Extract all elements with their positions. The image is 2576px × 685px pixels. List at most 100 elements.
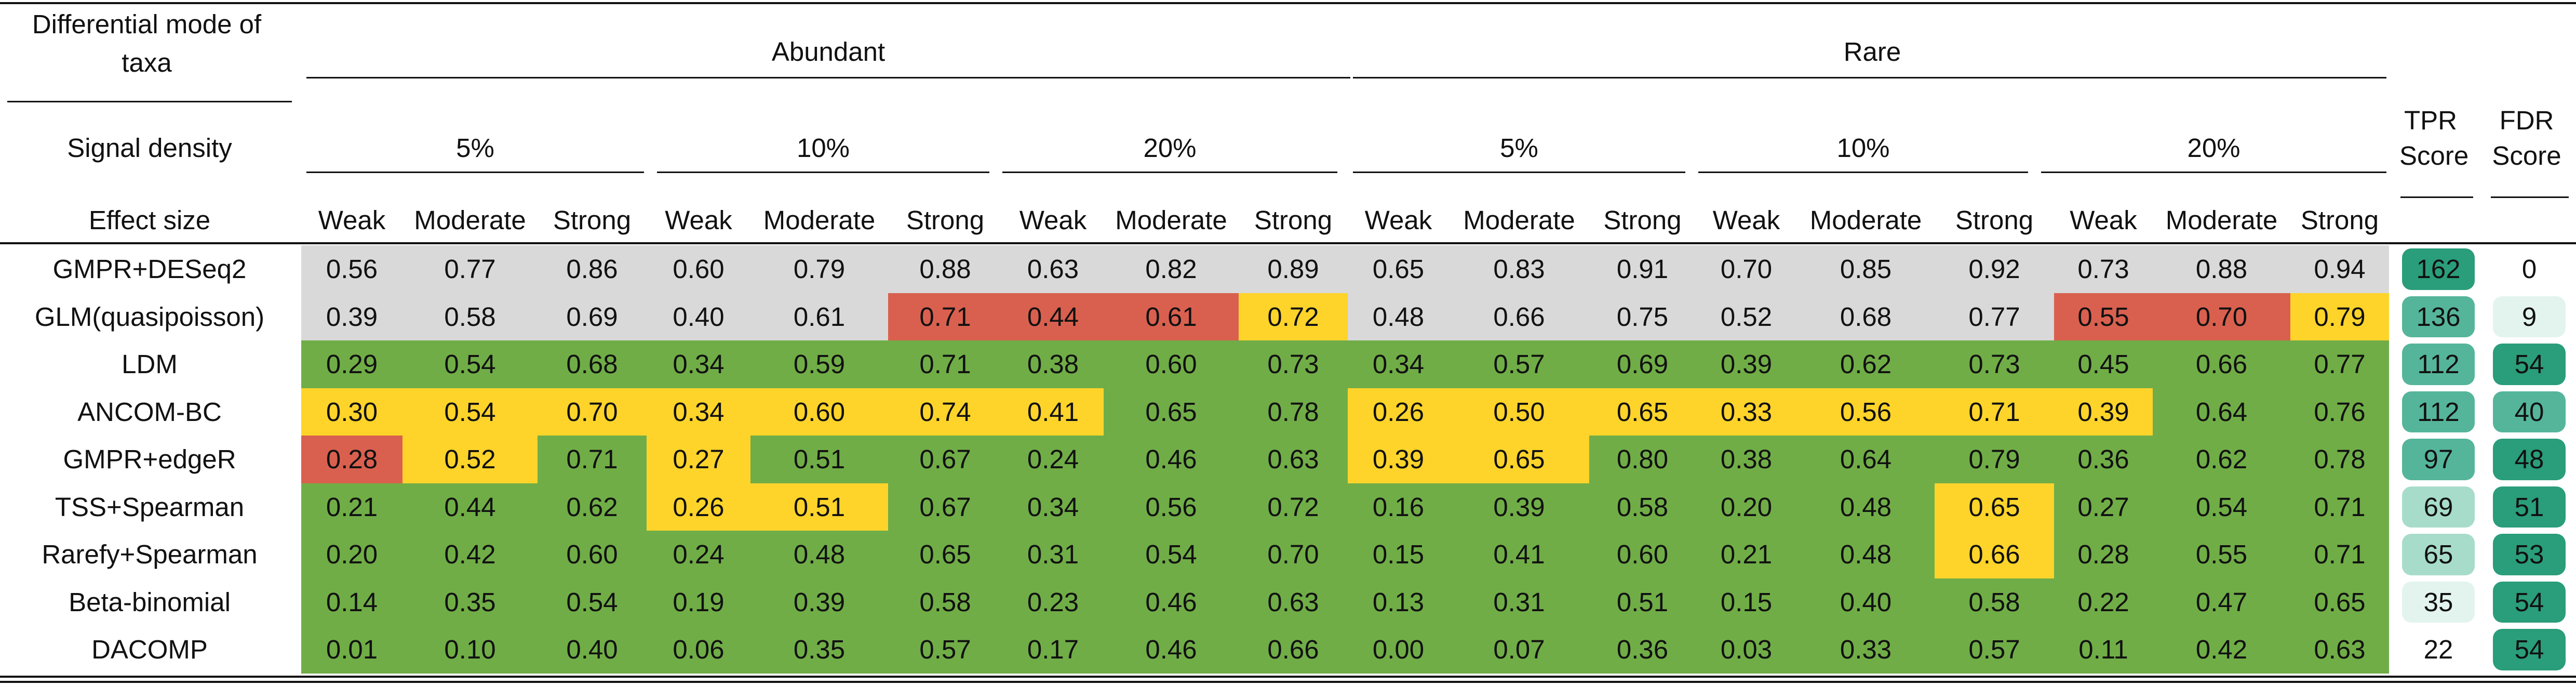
table-cell: 0.72: [1239, 293, 1348, 340]
table-cell: 0.77: [2290, 340, 2389, 388]
table-cell: 0.72: [1239, 483, 1348, 531]
table-cell: 0.61: [750, 293, 888, 340]
method-name: GMPR+DESeq2: [52, 254, 247, 284]
table-cell: 0.17: [1002, 626, 1104, 674]
table-cell: 0.19: [647, 578, 750, 626]
table-cell: 0.47: [2153, 578, 2290, 626]
table-cell: 0.28: [301, 436, 403, 483]
table-cell: 0.14: [301, 578, 403, 626]
rare-header: Rare: [1843, 37, 1901, 67]
signal-density-underline-1: [657, 172, 989, 173]
table-cell: 0.55: [2054, 293, 2153, 340]
effect-size-strong: Strong: [553, 205, 632, 235]
fdr-score: 51: [2493, 486, 2566, 528]
table-cell: 0.71: [538, 436, 647, 483]
table-cell: 0.58: [403, 293, 538, 340]
table-row: GMPR+edgeR 0.28 0.52 0.71 0.27 0.51 0.67 0.24 0.…: [0, 436, 2576, 483]
table-cell: 0.21: [1696, 531, 1797, 578]
header-bottom-rule: [0, 242, 2576, 244]
effect-size-strong: Strong: [1603, 205, 1682, 235]
effect-size-strong: Strong: [906, 205, 985, 235]
table-row: Rarefy+Spearman 0.20 0.42 0.60 0.24 0.48 0.65 0…: [0, 531, 2576, 578]
table-cell: 0.64: [1797, 436, 1935, 483]
table-cell: 0.57: [1449, 340, 1589, 388]
tpr-header-underline: [2400, 196, 2473, 198]
effect-size-weak: Weak: [1019, 205, 1087, 235]
fdr-score: 9: [2493, 296, 2566, 337]
table-cell: 0.33: [1696, 388, 1797, 436]
mode-label-underline: [7, 101, 292, 102]
table-cell: 0.82: [1104, 245, 1239, 293]
table-cell: 0.66: [1239, 626, 1348, 674]
effect-size-moderate: Moderate: [1115, 205, 1227, 235]
table-cell: 0.54: [538, 578, 647, 626]
table-cell: 0.01: [301, 626, 403, 674]
table-cell: 0.59: [750, 340, 888, 388]
signal-density-2: 20%: [1143, 133, 1197, 163]
table-cell: 0.73: [1239, 340, 1348, 388]
table-cell: 0.91: [1589, 245, 1696, 293]
table-cell: 0.63: [1002, 245, 1104, 293]
signal-density-label: Signal density: [67, 133, 232, 163]
table-cell: 0.38: [1002, 340, 1104, 388]
table-cell: 0.39: [1696, 340, 1797, 388]
table-cell: 0.69: [538, 293, 647, 340]
effect-size-weak: Weak: [665, 205, 732, 235]
signal-density-4: 10%: [1836, 133, 1890, 163]
table-cell: 0.27: [2054, 483, 2153, 531]
method-name: DACOMP: [91, 635, 208, 664]
table-cell: 0.62: [2153, 436, 2290, 483]
tpr-score: 97: [2402, 439, 2475, 480]
table-cell: 0.58: [1935, 578, 2054, 626]
table-cell: 0.48: [1797, 483, 1935, 531]
table-cell: 0.52: [1696, 293, 1797, 340]
table-cell: 0.76: [2290, 388, 2389, 436]
table-top-rule: [0, 2, 2576, 4]
table-cell: 0.65: [1935, 483, 2054, 531]
table-cell: 0.06: [647, 626, 750, 674]
table-row: Beta-binomial 0.14 0.35 0.54 0.19 0.39 0.58 0.2…: [0, 578, 2576, 626]
table-cell: 0.60: [750, 388, 888, 436]
table-cell: 0.40: [538, 626, 647, 674]
table-cell: 0.51: [750, 436, 888, 483]
effect-size-moderate: Moderate: [2165, 205, 2278, 235]
table-cell: 0.60: [538, 531, 647, 578]
table-cell: 0.83: [1449, 245, 1589, 293]
table-cell: 0.78: [2290, 436, 2389, 483]
table-cell: 0.63: [1239, 436, 1348, 483]
table-row: DACOMP 0.01 0.10 0.40 0.06 0.35 0.57 0.17 0.46 0.…: [0, 626, 2576, 674]
table-cell: 0.48: [1797, 531, 1935, 578]
method-name: Rarefy+Spearman: [42, 539, 258, 569]
signal-density-underline-2: [1002, 172, 1337, 173]
table-cell: 0.75: [1589, 293, 1696, 340]
tpr-score: 65: [2402, 534, 2475, 575]
tpr-score: 22: [2423, 635, 2453, 665]
fdr-score: 53: [2493, 534, 2566, 575]
table-cell: 0.34: [647, 388, 750, 436]
table-cell: 0.26: [647, 483, 750, 531]
table-cell: 0.13: [1348, 578, 1449, 626]
signal-density-0: 5%: [456, 133, 494, 163]
table-cell: 0.86: [538, 245, 647, 293]
table-cell: 0.34: [647, 340, 750, 388]
table-cell: 0.48: [750, 531, 888, 578]
table-cell: 0.85: [1797, 245, 1935, 293]
table-cell: 0.29: [301, 340, 403, 388]
table-cell: 0.42: [2153, 626, 2290, 674]
table-cell: 0.38: [1696, 436, 1797, 483]
table-cell: 0.20: [301, 531, 403, 578]
table-cell: 0.46: [1104, 578, 1239, 626]
table-cell: 0.40: [647, 293, 750, 340]
table-cell: 0.39: [1449, 483, 1589, 531]
tpr-score-header: TPR Score: [2399, 106, 2469, 170]
table-cell: 0.58: [888, 578, 1002, 626]
effect-size-weak: Weak: [1364, 205, 1432, 235]
table-cell: 0.15: [1696, 578, 1797, 626]
table-cell: 0.28: [2054, 531, 2153, 578]
table-cell: 0.70: [1239, 531, 1348, 578]
table-cell: 0.39: [750, 578, 888, 626]
effect-size-strong: Strong: [1955, 205, 2034, 235]
table-cell: 0.34: [1348, 340, 1449, 388]
effect-size-moderate: Moderate: [1809, 205, 1922, 235]
table-cell: 0.20: [1696, 483, 1797, 531]
